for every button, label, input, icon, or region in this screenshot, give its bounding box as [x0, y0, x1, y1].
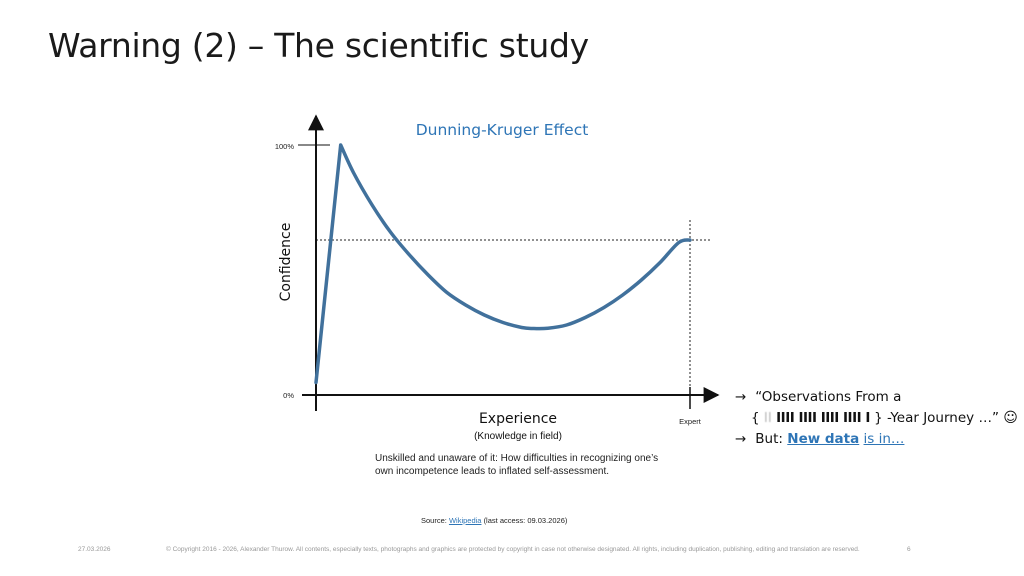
- x-tick-label-expert: Expert: [679, 417, 702, 426]
- blurred-tally: II: [763, 410, 772, 426]
- observations-text: “Observations From a: [755, 389, 902, 405]
- chart-caption: Unskilled and unaware of it: How difficu…: [375, 453, 659, 477]
- annotation-line-3: → But: New data is in…: [735, 431, 904, 447]
- x-axis-sublabel: (Knowledge in field): [474, 431, 562, 442]
- journey-text: -Year Journey …”: [887, 410, 999, 426]
- new-data-link[interactable]: New data: [787, 431, 860, 447]
- but-text: But:: [755, 431, 783, 447]
- arrow-icon: →: [735, 431, 747, 447]
- slide-title: Warning (2) – The scientific study: [48, 26, 589, 65]
- wikipedia-link[interactable]: Wikipedia: [448, 516, 482, 525]
- annotation-line-2: { II IIII IIII IIII IIII I } -Year Journ…: [751, 410, 1018, 426]
- y-tick-label-100: 100%: [275, 142, 295, 151]
- smiley-icon: ☺: [1003, 410, 1018, 426]
- source-prefix: Source:: [421, 516, 447, 525]
- x-axis-label: Experience: [479, 411, 557, 427]
- brace-open: {: [751, 410, 760, 426]
- arrow-icon: →: [735, 389, 747, 405]
- footer-copyright: © Copyright 2016 - 2026, Alexander Thuro…: [166, 546, 860, 553]
- footer-date: 27.03.2026: [78, 546, 111, 553]
- chart-title: Dunning-Kruger Effect: [416, 121, 589, 139]
- confidence-curve: [314, 143, 692, 385]
- y-tick-label-0: 0%: [283, 391, 294, 400]
- annotation-line-1: → “Observations From a: [735, 389, 901, 405]
- y-axis-label: Confidence: [278, 223, 294, 302]
- brace-close: }: [874, 410, 883, 426]
- source-suffix: (last access: 09.03.2026): [483, 516, 568, 525]
- page-number: 6: [907, 546, 911, 553]
- tally-marks: IIII IIII IIII IIII I: [776, 410, 870, 426]
- source-line: Source: Wikipedia (last access: 09.03.20…: [421, 516, 567, 525]
- is-in-link[interactable]: is in…: [863, 431, 905, 447]
